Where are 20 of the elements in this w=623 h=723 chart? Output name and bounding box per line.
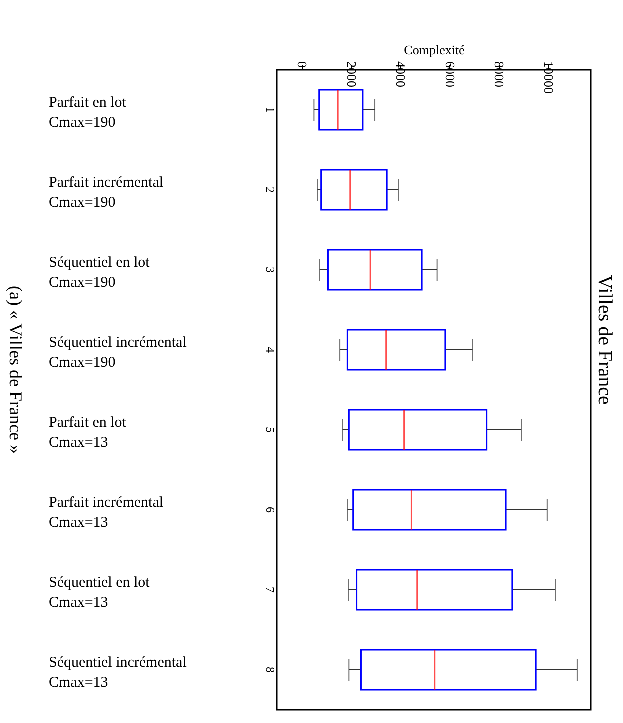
text: (a) « Villes de France »: [6, 286, 26, 454]
y-tick-label: 3: [264, 267, 278, 273]
x-axis-title: Complexité: [404, 42, 466, 58]
text: Villes de France: [594, 275, 616, 406]
text: Parfait incrémental Cmax=13: [49, 495, 164, 531]
text: Parfait en lot Cmax=13: [49, 415, 128, 451]
y-tick-label: 5: [264, 427, 278, 433]
y-tick-label: 6: [264, 507, 278, 513]
x-tick-label: 10000: [541, 62, 556, 94]
text: Parfait incrémental Cmax=190: [49, 175, 164, 211]
text: Séquentiel en lot Cmax=190: [49, 255, 151, 291]
y-tick-label: 8: [264, 667, 278, 673]
text: Séquentiel incrémental Cmax=190: [49, 335, 187, 371]
y-tick-label: 2: [264, 187, 278, 193]
text: Séquentiel en lot Cmax=13: [49, 575, 151, 611]
text: Séquentiel incrémental Cmax=13: [49, 655, 187, 691]
y-tick-label: 1: [264, 107, 278, 113]
y-tick-label: 4: [264, 347, 278, 353]
text: Parfait en lot Cmax=190: [49, 95, 128, 131]
y-tick-label: 7: [264, 587, 278, 593]
